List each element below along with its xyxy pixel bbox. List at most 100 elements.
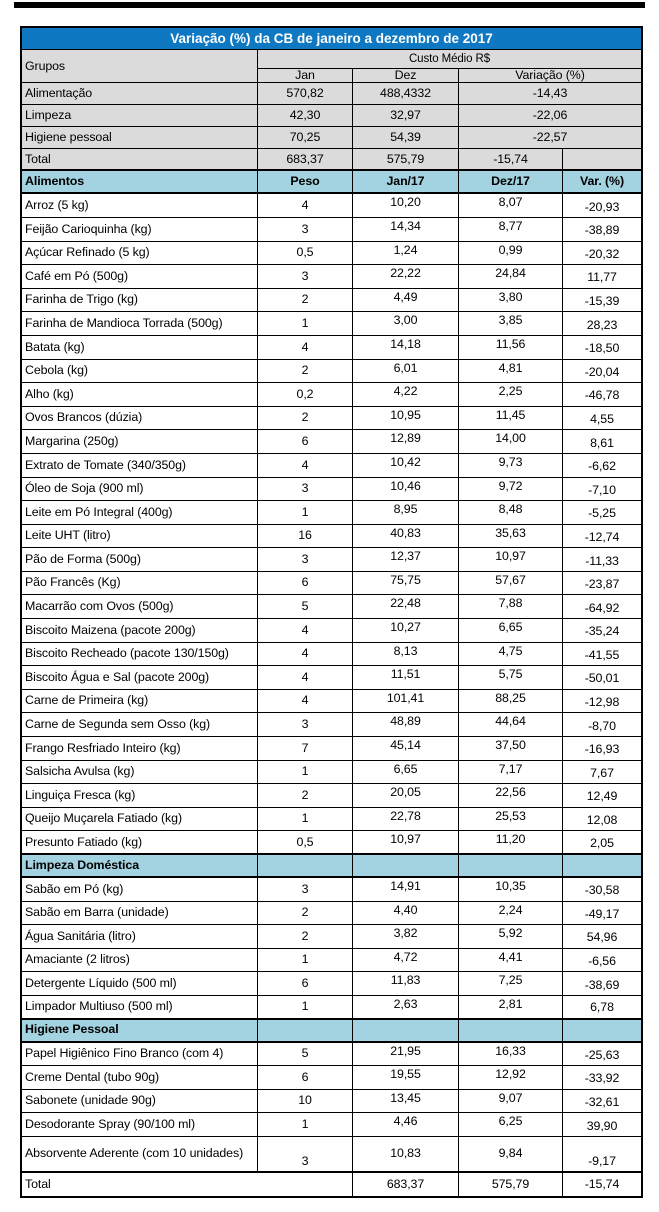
item-jan-value: 48,89 bbox=[353, 713, 459, 737]
item-peso: 0,2 bbox=[258, 383, 353, 406]
item-dez-value: 9,07 bbox=[459, 1089, 563, 1113]
item-jan-value: 10,42 bbox=[353, 453, 459, 477]
item-var-value: -49,17 bbox=[584, 906, 620, 921]
item-var-value: -18,50 bbox=[584, 341, 620, 356]
section-col-dez: Dez/17 bbox=[459, 171, 563, 193]
section-col-dez bbox=[459, 1019, 563, 1041]
item-label: Água Sanitária (litro) bbox=[22, 925, 258, 948]
item-peso: 16 bbox=[258, 524, 353, 548]
item-dez-value: 5,92 bbox=[459, 925, 563, 948]
item-peso: 6 bbox=[258, 1066, 353, 1089]
item-row: Absorvente Aderente (com 10 unidades) 3 10… bbox=[22, 1136, 641, 1173]
item-dez-value: 2,24 bbox=[459, 901, 563, 925]
item-peso: 4 bbox=[258, 453, 353, 477]
item-var-value: 7,67 bbox=[590, 765, 614, 780]
item-dez-value: 24,84 bbox=[459, 265, 563, 288]
item-dez-value: 8,77 bbox=[459, 217, 563, 241]
item-var-value: -38,69 bbox=[584, 977, 620, 992]
top-border-bar bbox=[14, 2, 645, 8]
item-peso: 4 bbox=[258, 194, 353, 217]
item-dez-value: 6,25 bbox=[459, 1113, 563, 1136]
item-dez-value: 12,92 bbox=[459, 1066, 563, 1089]
group-label: Higiene pessoal bbox=[22, 127, 258, 149]
item-jan-value: 1,24 bbox=[353, 241, 459, 265]
item-jan-value: 10,83 bbox=[353, 1136, 459, 1171]
item-var-value: 28,23 bbox=[586, 317, 618, 332]
item-peso: 7 bbox=[258, 737, 353, 760]
grand-total-jan: 683,37 bbox=[353, 1172, 459, 1196]
section-title: Limpeza Doméstica bbox=[22, 855, 258, 877]
item-dez-value: 5,75 bbox=[459, 666, 563, 689]
grand-total-var: -15,74 bbox=[584, 1176, 620, 1191]
item-jan-value: 4,72 bbox=[353, 948, 459, 972]
item-peso: 3 bbox=[258, 713, 353, 737]
item-row: Farinha de Trigo (kg) 2 4,49 3,80 -15,39 bbox=[22, 288, 641, 313]
item-row: Salsicha Avulsa (kg) 1 6,65 7,17 7,67 bbox=[22, 760, 641, 785]
group-var-value: -22,57 bbox=[532, 130, 568, 145]
item-label: Pão Francês (Kg) bbox=[22, 571, 258, 595]
item-jan-value: 11,51 bbox=[353, 666, 459, 689]
item-peso: 1 bbox=[258, 501, 353, 524]
item-label: Arroz (5 kg) bbox=[22, 194, 258, 217]
item-jan-value: 6,01 bbox=[353, 359, 459, 383]
grand-total-row: Total 683,37 575,79 -15,74 bbox=[22, 1172, 641, 1196]
item-peso: 2 bbox=[258, 288, 353, 312]
item-peso: 5 bbox=[258, 595, 353, 619]
item-row: Papel Higiênico Fino Branco (com 4) 5 21,9… bbox=[22, 1042, 641, 1067]
item-var-value: -20,93 bbox=[584, 199, 620, 214]
item-var-value: 39,90 bbox=[586, 1118, 618, 1133]
item-jan-value: 3,00 bbox=[353, 312, 459, 335]
item-peso: 1 bbox=[258, 995, 353, 1018]
item-jan-value: 4,49 bbox=[353, 288, 459, 312]
item-dez-value: 11,45 bbox=[459, 406, 563, 430]
item-label: Sabonete (unidade 90g) bbox=[22, 1089, 258, 1113]
item-row: Pão de Forma (500g) 3 12,37 10,97 -11,33 bbox=[22, 548, 641, 572]
item-dez-value: 4,41 bbox=[459, 948, 563, 972]
item-row: Carne de Primeira (kg) 4 101,41 88,25 -12,98 bbox=[22, 689, 641, 714]
item-row: Leite em Pó Integral (400g) 1 8,95 8,48 -5,2… bbox=[22, 501, 641, 525]
item-jan-value: 75,75 bbox=[353, 571, 459, 595]
item-jan-value: 12,37 bbox=[353, 548, 459, 571]
section-col-var: Var. (%) bbox=[580, 174, 624, 189]
group-jan-value: 70,25 bbox=[258, 127, 353, 149]
item-row: Água Sanitária (litro) 2 3,82 5,92 54,96 bbox=[22, 925, 641, 949]
item-jan-value: 8,95 bbox=[353, 501, 459, 524]
item-peso: 0,5 bbox=[258, 241, 353, 265]
item-dez-value: 14,00 bbox=[459, 430, 563, 453]
section-col-peso: Peso bbox=[258, 171, 353, 193]
custo-medio-group: Custo Médio R$ Jan Dez Variação (%) bbox=[258, 50, 641, 83]
item-peso: 2 bbox=[258, 359, 353, 383]
item-jan-value: 101,41 bbox=[353, 689, 459, 713]
group-var-value: -14,43 bbox=[532, 86, 568, 101]
item-label: Biscoito Água e Sal (pacote 200g) bbox=[22, 666, 258, 689]
group-label: Alimentação bbox=[22, 83, 258, 105]
item-peso: 4 bbox=[258, 335, 353, 359]
item-row: Ovos Brancos (dúzia) 2 10,95 11,45 4,55 bbox=[22, 406, 641, 431]
item-peso: 1 bbox=[258, 807, 353, 831]
item-dez-value: 88,25 bbox=[459, 689, 563, 713]
item-row: Creme Dental (tubo 90g) 6 19,55 12,92 -33,92 bbox=[22, 1066, 641, 1090]
item-peso: 1 bbox=[258, 312, 353, 335]
item-dez-value: 8,48 bbox=[459, 501, 563, 524]
item-peso: 0,5 bbox=[258, 831, 353, 854]
item-jan-value: 45,14 bbox=[353, 737, 459, 760]
item-peso: 2 bbox=[258, 784, 353, 807]
item-dez-value: 57,67 bbox=[459, 571, 563, 595]
item-dez-value: 3,80 bbox=[459, 288, 563, 312]
item-dez-value: 9,72 bbox=[459, 477, 563, 501]
item-dez-value: 25,53 bbox=[459, 807, 563, 831]
cb-variation-table: Variação (%) da CB de janeiro a dezembro… bbox=[20, 26, 643, 1198]
item-jan-value: 22,48 bbox=[353, 595, 459, 619]
item-dez-value: 7,25 bbox=[459, 972, 563, 995]
item-label: Leite UHT (litro) bbox=[22, 524, 258, 548]
item-peso: 6 bbox=[258, 972, 353, 995]
item-var-value: -9,17 bbox=[588, 1153, 616, 1168]
item-row: Leite UHT (litro) 16 40,83 35,63 -12,74 bbox=[22, 524, 641, 549]
item-label: Feijão Carioquinha (kg) bbox=[22, 217, 258, 241]
item-jan-value: 20,05 bbox=[353, 784, 459, 807]
item-peso: 1 bbox=[258, 948, 353, 972]
item-var-value: -35,24 bbox=[584, 624, 620, 639]
item-dez-value: 4,75 bbox=[459, 642, 563, 666]
item-var-value: -20,04 bbox=[584, 364, 620, 379]
item-var-value: 2,05 bbox=[590, 835, 614, 850]
